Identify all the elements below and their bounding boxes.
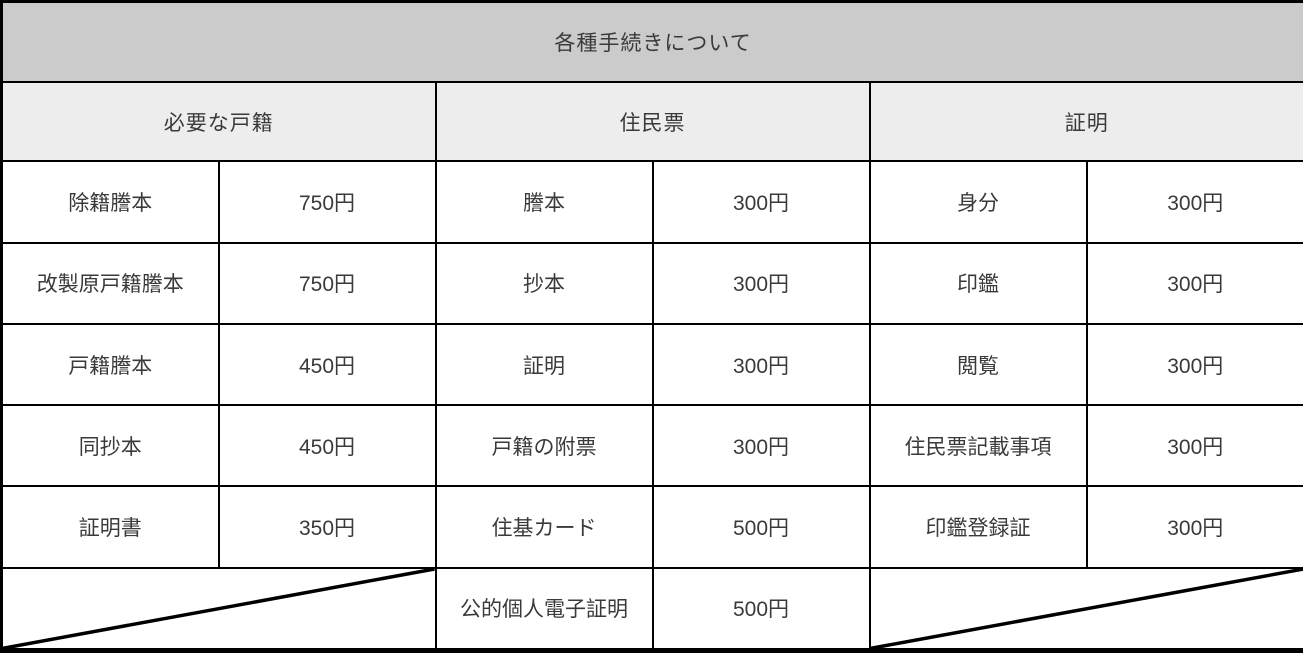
group-header-juminhyo: 住民票: [434, 81, 871, 163]
item-price-cell: 750円: [217, 241, 437, 325]
diagonal-strike-line: [871, 569, 1303, 648]
table-row: 改製原戸籍謄本 750円 抄本 300円 印鑑 300円: [0, 241, 1303, 325]
item-name-cell: 同抄本: [0, 404, 220, 488]
item-price-cell: 300円: [1085, 160, 1303, 244]
title-row: 各種手続きについて: [0, 0, 1303, 84]
item-name-cell: 戸籍謄本: [0, 322, 220, 407]
item-name-cell: 証明: [434, 322, 654, 407]
header-row: 必要な戸籍 住民票 証明: [0, 81, 1303, 163]
item-name-cell: 改製原戸籍謄本: [0, 241, 220, 325]
item-price-cell: 450円: [217, 322, 437, 407]
item-price-cell: 300円: [651, 404, 871, 488]
diagonal-strike-line: [3, 569, 435, 648]
item-price-cell: 500円: [651, 566, 871, 652]
group-header-required-koseki: 必要な戸籍: [0, 81, 437, 163]
empty-cell-diagonal: [0, 566, 437, 652]
item-name-cell: 戸籍の附票: [434, 404, 654, 488]
table-row: 証明書 350円 住基カード 500円 印鑑登録証 300円: [0, 485, 1303, 569]
group-header-shomei: 証明: [868, 81, 1303, 163]
item-name-cell: 印鑑: [868, 241, 1088, 325]
item-name-cell: 公的個人電子証明: [434, 566, 654, 652]
table-row-bottom: 公的個人電子証明 500円: [0, 566, 1303, 652]
item-name-cell: 証明書: [0, 485, 220, 569]
item-price-cell: 300円: [651, 160, 871, 244]
item-name-cell: 除籍謄本: [0, 160, 220, 244]
table-row: 戸籍謄本 450円 証明 300円 閲覧 300円: [0, 322, 1303, 407]
item-name-cell: 住基カード: [434, 485, 654, 569]
item-price-cell: 300円: [651, 241, 871, 325]
table-row: 除籍謄本 750円 謄本 300円 身分 300円: [0, 160, 1303, 244]
item-price-cell: 300円: [1085, 404, 1303, 488]
item-price-cell: 750円: [217, 160, 437, 244]
item-name-cell: 印鑑登録証: [868, 485, 1088, 569]
item-name-cell: 住民票記載事項: [868, 404, 1088, 488]
table-row: 同抄本 450円 戸籍の附票 300円 住民票記載事項 300円: [0, 404, 1303, 488]
item-price-cell: 300円: [1085, 241, 1303, 325]
empty-cell-diagonal: [868, 566, 1303, 652]
item-price-cell: 450円: [217, 404, 437, 488]
item-price-cell: 350円: [217, 485, 437, 569]
item-price-cell: 300円: [1085, 322, 1303, 407]
item-name-cell: 閲覧: [868, 322, 1088, 407]
item-price-cell: 500円: [651, 485, 871, 569]
item-price-cell: 300円: [651, 322, 871, 407]
item-price-cell: 300円: [1085, 485, 1303, 569]
item-name-cell: 謄本: [434, 160, 654, 244]
item-name-cell: 抄本: [434, 241, 654, 325]
table-title: 各種手続きについて: [0, 0, 1303, 84]
item-name-cell: 身分: [868, 160, 1088, 244]
